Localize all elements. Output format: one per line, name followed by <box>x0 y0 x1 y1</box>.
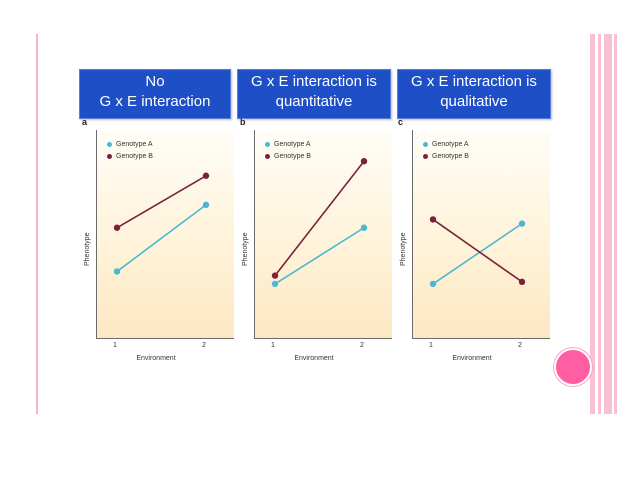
legend-label: Genotype A <box>274 140 311 148</box>
panel-b-x-tick-1: 1 <box>271 342 275 349</box>
genotype-b-line <box>432 218 523 283</box>
panel-b-letter: b <box>240 117 246 127</box>
genotype-b-point-env-1 <box>429 216 437 223</box>
genotype-b-point-env-1 <box>113 224 121 231</box>
genotype-a-point-env-2 <box>202 201 210 209</box>
legend-item-genotype-a: Genotype A <box>107 138 153 150</box>
genotype-a-line <box>274 227 365 285</box>
panel-b-title-line2: quantitative <box>275 93 353 110</box>
genotype-a-marker-icon <box>265 141 270 147</box>
panel-c-title: G x E interaction is qualitative <box>397 69 551 119</box>
legend-item-genotype-b: Genotype B <box>265 150 311 162</box>
panel-a-x-tick-1: 1 <box>113 342 117 349</box>
genotype-a-point-env-1 <box>271 280 279 288</box>
panel-a-chart <box>113 172 210 275</box>
panel-a-x-tick-2: 2 <box>202 342 206 349</box>
genotype-b-line <box>274 160 365 277</box>
panel-a-plot-area: Genotype A Genotype B <box>96 130 234 339</box>
legend-item-genotype-b: Genotype B <box>107 150 153 162</box>
panel-b-title-line1: G x E interaction is <box>251 73 377 90</box>
panel-c-y-axis-label: Phenotype <box>400 232 407 266</box>
legend-label: Genotype B <box>274 152 311 160</box>
genotype-a-marker-icon <box>107 141 112 147</box>
panel-a-letter: a <box>82 117 88 127</box>
panel-a-legend: Genotype A Genotype B <box>107 138 153 162</box>
legend-item-genotype-a: Genotype A <box>265 138 311 150</box>
genotype-b-point-env-2 <box>202 172 210 179</box>
panel-a-title-line2: G x E interaction <box>99 93 211 110</box>
legend-label: Genotype B <box>116 152 153 160</box>
panel-b-chart <box>271 158 368 288</box>
genotype-a-point-env-1 <box>113 268 121 275</box>
panel-c-x-axis-label: Environment <box>452 355 492 362</box>
panel-c-x-tick-2: 2 <box>518 342 522 349</box>
slide-right-border <box>590 34 618 414</box>
genotype-b-point-env-1 <box>271 272 279 279</box>
panel-b-y-axis-label: Phenotype <box>242 232 249 266</box>
legend-label: Genotype B <box>432 152 469 160</box>
panel-c-legend: Genotype A Genotype B <box>423 138 469 162</box>
legend-label: Genotype A <box>116 140 153 148</box>
panel-c-title-line2: qualitative <box>440 93 508 110</box>
panel-c-letter: c <box>398 117 404 127</box>
genotype-a-line <box>116 204 207 273</box>
genotype-b-marker-icon <box>265 153 270 159</box>
panel-a-title-line1: No <box>145 73 165 90</box>
genotype-a-point-env-2 <box>518 220 526 227</box>
decorative-pink-circle <box>554 348 592 386</box>
genotype-a-point-env-2 <box>360 224 368 231</box>
legend-label: Genotype A <box>432 140 469 148</box>
genotype-b-point-env-2 <box>360 158 368 165</box>
genotype-b-line <box>116 175 207 229</box>
panel-c-plot-area: Genotype A Genotype B <box>412 130 550 339</box>
panel-c-title-line1: G x E interaction is <box>411 73 537 90</box>
legend-item-genotype-b: Genotype B <box>423 150 469 162</box>
genotype-b-marker-icon <box>107 153 112 159</box>
panel-b-x-tick-2: 2 <box>360 342 364 349</box>
genotype-b-point-env-2 <box>518 278 526 286</box>
panel-a-x-axis-label: Environment <box>136 355 176 362</box>
panel-b-title: G x E interaction is quantitative <box>237 69 391 119</box>
genotype-a-point-env-1 <box>429 280 437 288</box>
legend-item-genotype-a: Genotype A <box>423 138 469 150</box>
panel-a-y-axis-label: Phenotype <box>84 232 91 266</box>
slide-left-border <box>36 34 38 414</box>
panel-c-x-tick-1: 1 <box>429 342 433 349</box>
panel-b-legend: Genotype A Genotype B <box>265 138 311 162</box>
panel-b-plot-area: Genotype A Genotype B <box>254 130 392 339</box>
panel-a-title: No G x E interaction <box>79 69 231 119</box>
genotype-b-marker-icon <box>423 153 428 159</box>
genotype-a-marker-icon <box>423 141 428 147</box>
panel-c-chart <box>429 216 526 288</box>
panel-b-x-axis-label: Environment <box>294 355 334 362</box>
genotype-a-line <box>432 222 523 285</box>
